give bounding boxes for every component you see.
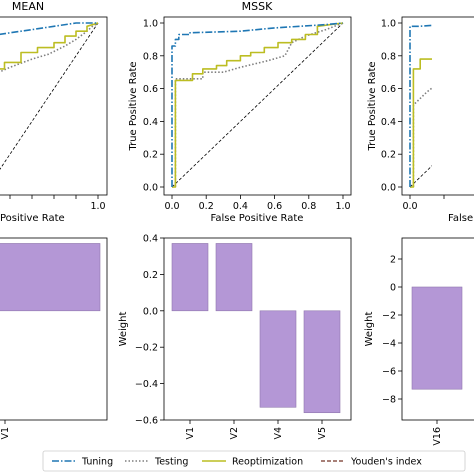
- x-tick-label: V1: [185, 427, 196, 440]
- y-tick-label: 0: [390, 283, 396, 294]
- roc-line-testing: [0, 22, 99, 73]
- roc-line-testing: [410, 87, 432, 188]
- x-tick-label: 0.8: [301, 201, 316, 212]
- roc-line-tuning: [171, 22, 344, 187]
- plot-frame: [401, 16, 474, 196]
- bar-panel-right: V16 2 0 −2 −4 −6 −8 Weight: [364, 237, 474, 446]
- roc-line-tuning: [0, 22, 98, 36]
- plot-frame: [163, 237, 352, 421]
- y-tick-label: 0.8: [381, 51, 396, 62]
- y-tick-label: 0.2: [381, 150, 396, 161]
- y-tick-label: 0.4: [143, 117, 158, 128]
- y-tick-label: 0.6: [143, 84, 158, 95]
- y-tick-label: 0.8: [143, 51, 158, 62]
- panel-title: MSSK: [242, 0, 273, 13]
- x-tick-label: 0.0: [164, 201, 179, 212]
- x-tick-label: V5: [317, 427, 328, 440]
- y-tick-label: 0.2: [143, 270, 158, 281]
- x-tick-label: 1.0: [90, 201, 105, 212]
- plot-frame: [0, 16, 108, 196]
- roc-panel-mssk: 0.0 0.2 0.4 0.6 0.8 1.0 0.0 0.2 0.4 0.6 0.8 1.0 MS…: [128, 0, 352, 224]
- bar-v1: [0, 243, 101, 312]
- y-tick-label: 1.0: [381, 19, 396, 30]
- y-tick-label: −6: [382, 367, 396, 378]
- x-axis-label: False: [448, 213, 473, 224]
- x-ticks: 1.0: [9, 195, 106, 212]
- y-tick-label: −0.4: [135, 379, 158, 390]
- y-tick-label: 0.4: [381, 117, 396, 128]
- bars: V1: [0, 243, 101, 440]
- y-tick-label: 0.4: [143, 234, 158, 245]
- roc-line-chance: [0, 22, 99, 170]
- x-tick-label: 0.4: [233, 201, 248, 212]
- y-tick-label: 0.2: [143, 150, 158, 161]
- y-axis-label: Weight: [118, 312, 129, 347]
- plot-frame: [401, 237, 474, 421]
- roc-panel-mean: 1.0 MEAN Positive Rate: [0, 0, 108, 224]
- x-tick-label: V1: [0, 427, 11, 440]
- roc-line-testing: [172, 22, 344, 188]
- roc-line-reoptimization: [172, 22, 344, 188]
- panel-title: MEAN: [12, 0, 44, 13]
- y-tick-label: −0.2: [135, 343, 158, 354]
- legend-label: Testing: [154, 457, 188, 468]
- bar-v5: [303, 310, 341, 414]
- legend-label: Reoptimization: [232, 457, 303, 468]
- roc-line-tuning: [409, 24, 432, 187]
- y-axis-label: True Positive Rate: [128, 61, 139, 151]
- bar-v16: [411, 286, 463, 390]
- y-tick-label: −8: [382, 395, 396, 406]
- roc-series-group: [171, 22, 344, 188]
- bar-panel-left: V1: [0, 237, 108, 440]
- x-axis-label: False Positive Rate: [211, 213, 304, 224]
- y-ticks: 0.0 0.2 0.4 0.6 0.8 1.0: [381, 19, 402, 194]
- plot-frame: [0, 237, 108, 421]
- y-tick-label: −0.6: [135, 416, 158, 427]
- x-tick-label: 0.0: [402, 201, 417, 212]
- y-tick-label: 2: [390, 255, 396, 266]
- legend-label: Youden's index: [350, 457, 422, 468]
- y-ticks: 0.0 0.2 0.4 0.6 0.8 1.0: [143, 19, 164, 194]
- y-tick-label: 1.0: [143, 19, 158, 30]
- bar-v4: [259, 310, 297, 408]
- plot-frame: [163, 16, 352, 196]
- roc-line-reoptimization: [0, 22, 99, 70]
- y-ticks: 0.4 0.2 0.0 −0.2 −0.4 −0.6: [135, 234, 164, 427]
- bars: V1 V2 V4 V5: [171, 243, 341, 440]
- roc-series-group: [409, 24, 432, 188]
- x-axis-label: Positive Rate: [0, 213, 65, 224]
- x-tick-label: 0.2: [199, 201, 214, 212]
- roc-line-chance: [409, 165, 432, 188]
- legend-box: [42, 450, 466, 472]
- x-tick-label: 0.6: [267, 201, 282, 212]
- roc-line-reoptimization: [410, 58, 432, 188]
- legend-label: Tuning: [81, 457, 113, 468]
- y-tick-label: −2: [382, 311, 396, 322]
- y-tick-label: 0.6: [381, 84, 396, 95]
- x-tick-label: V16: [432, 427, 443, 446]
- roc-line-chance: [171, 22, 344, 188]
- bar-v1: [171, 243, 209, 312]
- y-axis-label: True Positive Rate: [367, 61, 378, 151]
- y-tick-label: −4: [382, 339, 396, 350]
- x-tick-label: V2: [229, 427, 240, 440]
- x-ticks: 0.0: [402, 195, 445, 212]
- bar-v2: [215, 243, 253, 312]
- x-ticks: 0.0 0.2 0.4 0.6 0.8 1.0: [164, 195, 351, 212]
- bar-panel-middle: V1 V2 V4 V5 0.4 0.2 0.0 −0.2 −0.4 −0.6 Weight: [118, 234, 352, 440]
- x-tick-label: V4: [273, 427, 284, 440]
- y-tick-label: 0.0: [143, 306, 158, 317]
- roc-series-group: [0, 22, 99, 170]
- roc-panel-right: 0.0 0.0 0.2 0.4 0.6 0.8 1.0 False True Positi…: [367, 16, 474, 224]
- y-ticks: 2 0 −2 −4 −6 −8: [382, 255, 402, 406]
- y-axis-label: Weight: [364, 312, 375, 347]
- y-tick-label: 0.0: [143, 183, 158, 194]
- y-tick-label: 0.0: [381, 183, 396, 194]
- bars: V16: [411, 286, 463, 446]
- x-tick-label: 1.0: [335, 201, 350, 212]
- legend: Tuning Testing Reoptimization Youden's inde…: [42, 450, 466, 472]
